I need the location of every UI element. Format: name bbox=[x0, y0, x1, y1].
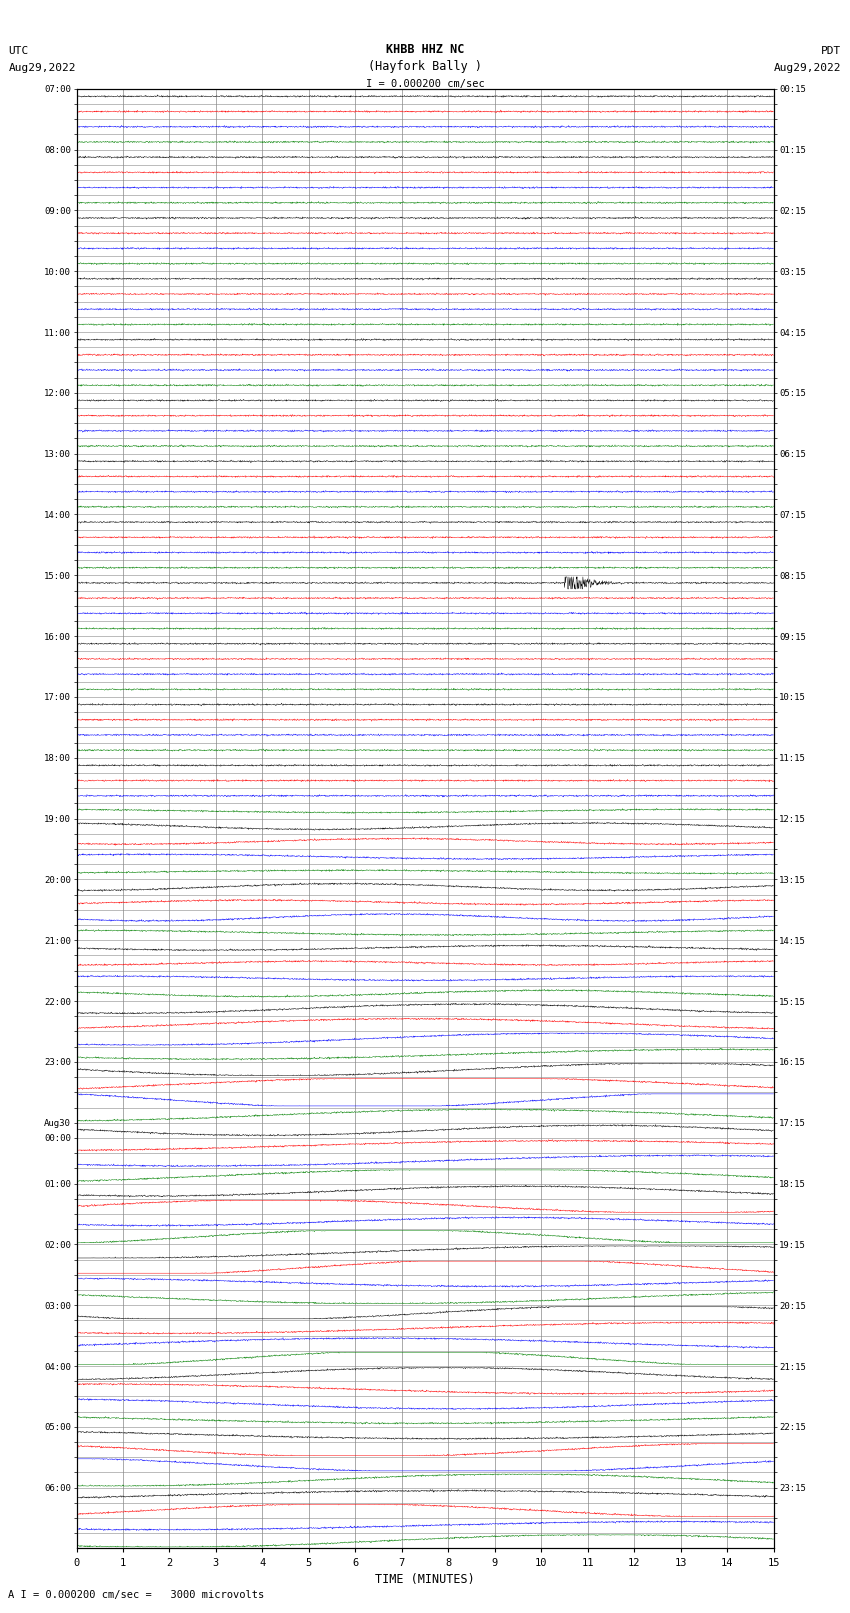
Text: KHBB HHZ NC: KHBB HHZ NC bbox=[386, 44, 464, 56]
Text: I = 0.000200 cm/sec: I = 0.000200 cm/sec bbox=[366, 79, 484, 89]
Text: A I = 0.000200 cm/sec =   3000 microvolts: A I = 0.000200 cm/sec = 3000 microvolts bbox=[8, 1590, 264, 1600]
Text: (Hayfork Bally ): (Hayfork Bally ) bbox=[368, 60, 482, 73]
Text: Aug29,2022: Aug29,2022 bbox=[774, 63, 842, 73]
Text: Aug29,2022: Aug29,2022 bbox=[8, 63, 76, 73]
Text: UTC: UTC bbox=[8, 47, 29, 56]
X-axis label: TIME (MINUTES): TIME (MINUTES) bbox=[375, 1573, 475, 1586]
Text: PDT: PDT bbox=[821, 47, 842, 56]
